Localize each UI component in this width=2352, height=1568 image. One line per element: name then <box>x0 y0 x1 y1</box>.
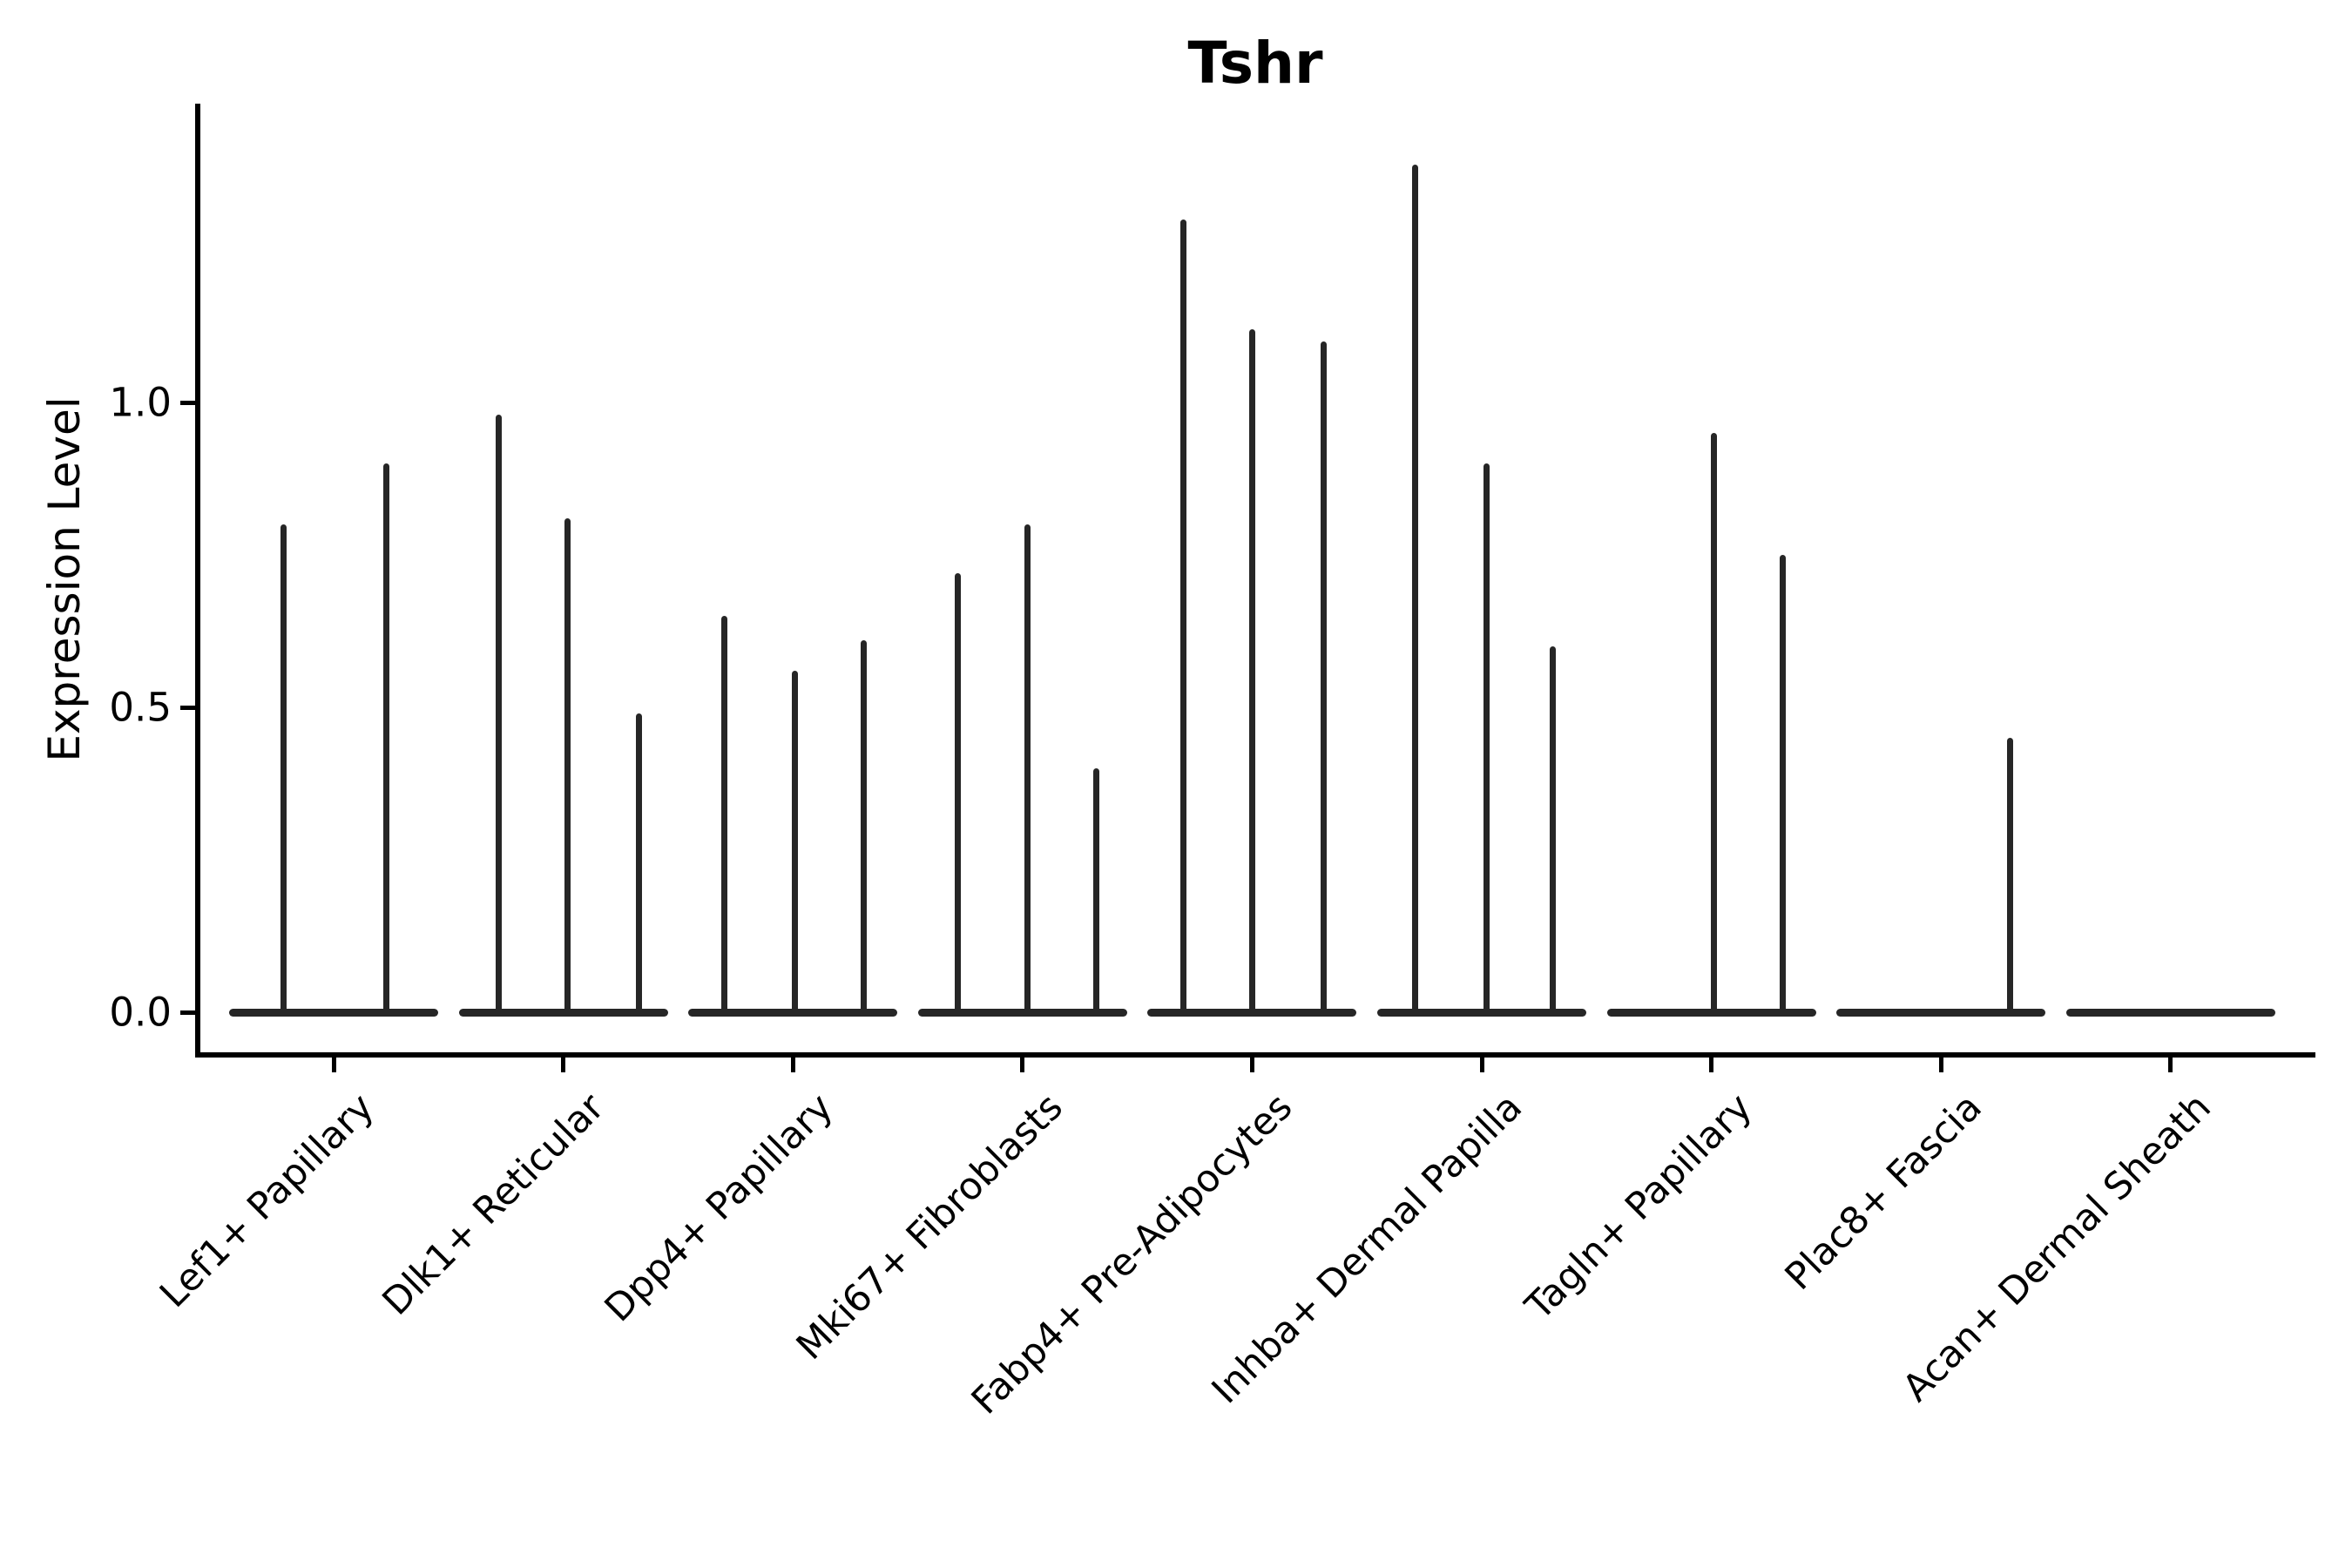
violin-spike <box>1248 329 1255 1016</box>
y-tick <box>180 705 195 710</box>
x-tick <box>561 1058 566 1072</box>
x-tick-label: Dlk1+ Reticular <box>374 1085 612 1324</box>
x-tick <box>1020 1058 1025 1072</box>
x-tick-label: Dpp4+ Papillary <box>597 1085 842 1331</box>
violin-spike <box>564 518 571 1016</box>
violin-spike <box>792 671 799 1016</box>
x-tick-label: Plac8+ Fascia <box>1776 1085 1990 1299</box>
violin-spike <box>1320 341 1327 1016</box>
violin-body <box>917 1008 1127 1017</box>
violin-body <box>458 1008 668 1017</box>
y-tick-label: 0.0 <box>109 989 172 1036</box>
x-tick <box>1709 1058 1714 1072</box>
y-tick <box>180 400 195 405</box>
x-axis-spine <box>195 1052 2315 1058</box>
x-tick <box>1938 1058 1943 1072</box>
x-tick <box>2168 1058 2173 1072</box>
x-tick-label: Tagln+ Papillary <box>1517 1085 1761 1329</box>
y-axis-spine <box>195 104 200 1058</box>
violin-body <box>229 1008 438 1017</box>
x-tick <box>331 1058 336 1072</box>
violin-spike <box>1550 646 1557 1016</box>
violin-spike <box>1092 768 1099 1016</box>
violin-body <box>1836 1008 2046 1017</box>
y-axis-label: Expression Level <box>39 396 90 762</box>
x-tick-label: Lef1+ Papillary <box>152 1085 383 1317</box>
violin-spike <box>383 463 390 1016</box>
violin-spike <box>1779 555 1786 1016</box>
violin-spike <box>496 415 503 1016</box>
violin-spike <box>861 640 868 1016</box>
plot-title: Tshr <box>1187 30 1323 97</box>
violin-spike <box>280 524 287 1016</box>
violin-spike <box>1179 220 1186 1016</box>
y-tick <box>180 1010 195 1015</box>
x-tick <box>790 1058 795 1072</box>
violin-body <box>1377 1008 1586 1017</box>
violin-spike <box>2006 738 2013 1016</box>
violin-spike <box>955 573 962 1016</box>
violin-spike <box>1412 165 1419 1016</box>
x-tick <box>1249 1058 1254 1072</box>
y-tick-label: 1.0 <box>109 379 172 426</box>
violin-spike <box>1483 463 1490 1016</box>
violin-spike <box>1710 433 1717 1016</box>
violin-spike <box>1024 524 1031 1016</box>
violin-spike <box>720 616 727 1016</box>
violin-spike <box>636 713 643 1016</box>
violin-body <box>2065 1008 2275 1017</box>
y-tick-label: 0.5 <box>109 684 172 731</box>
x-tick <box>1479 1058 1484 1072</box>
